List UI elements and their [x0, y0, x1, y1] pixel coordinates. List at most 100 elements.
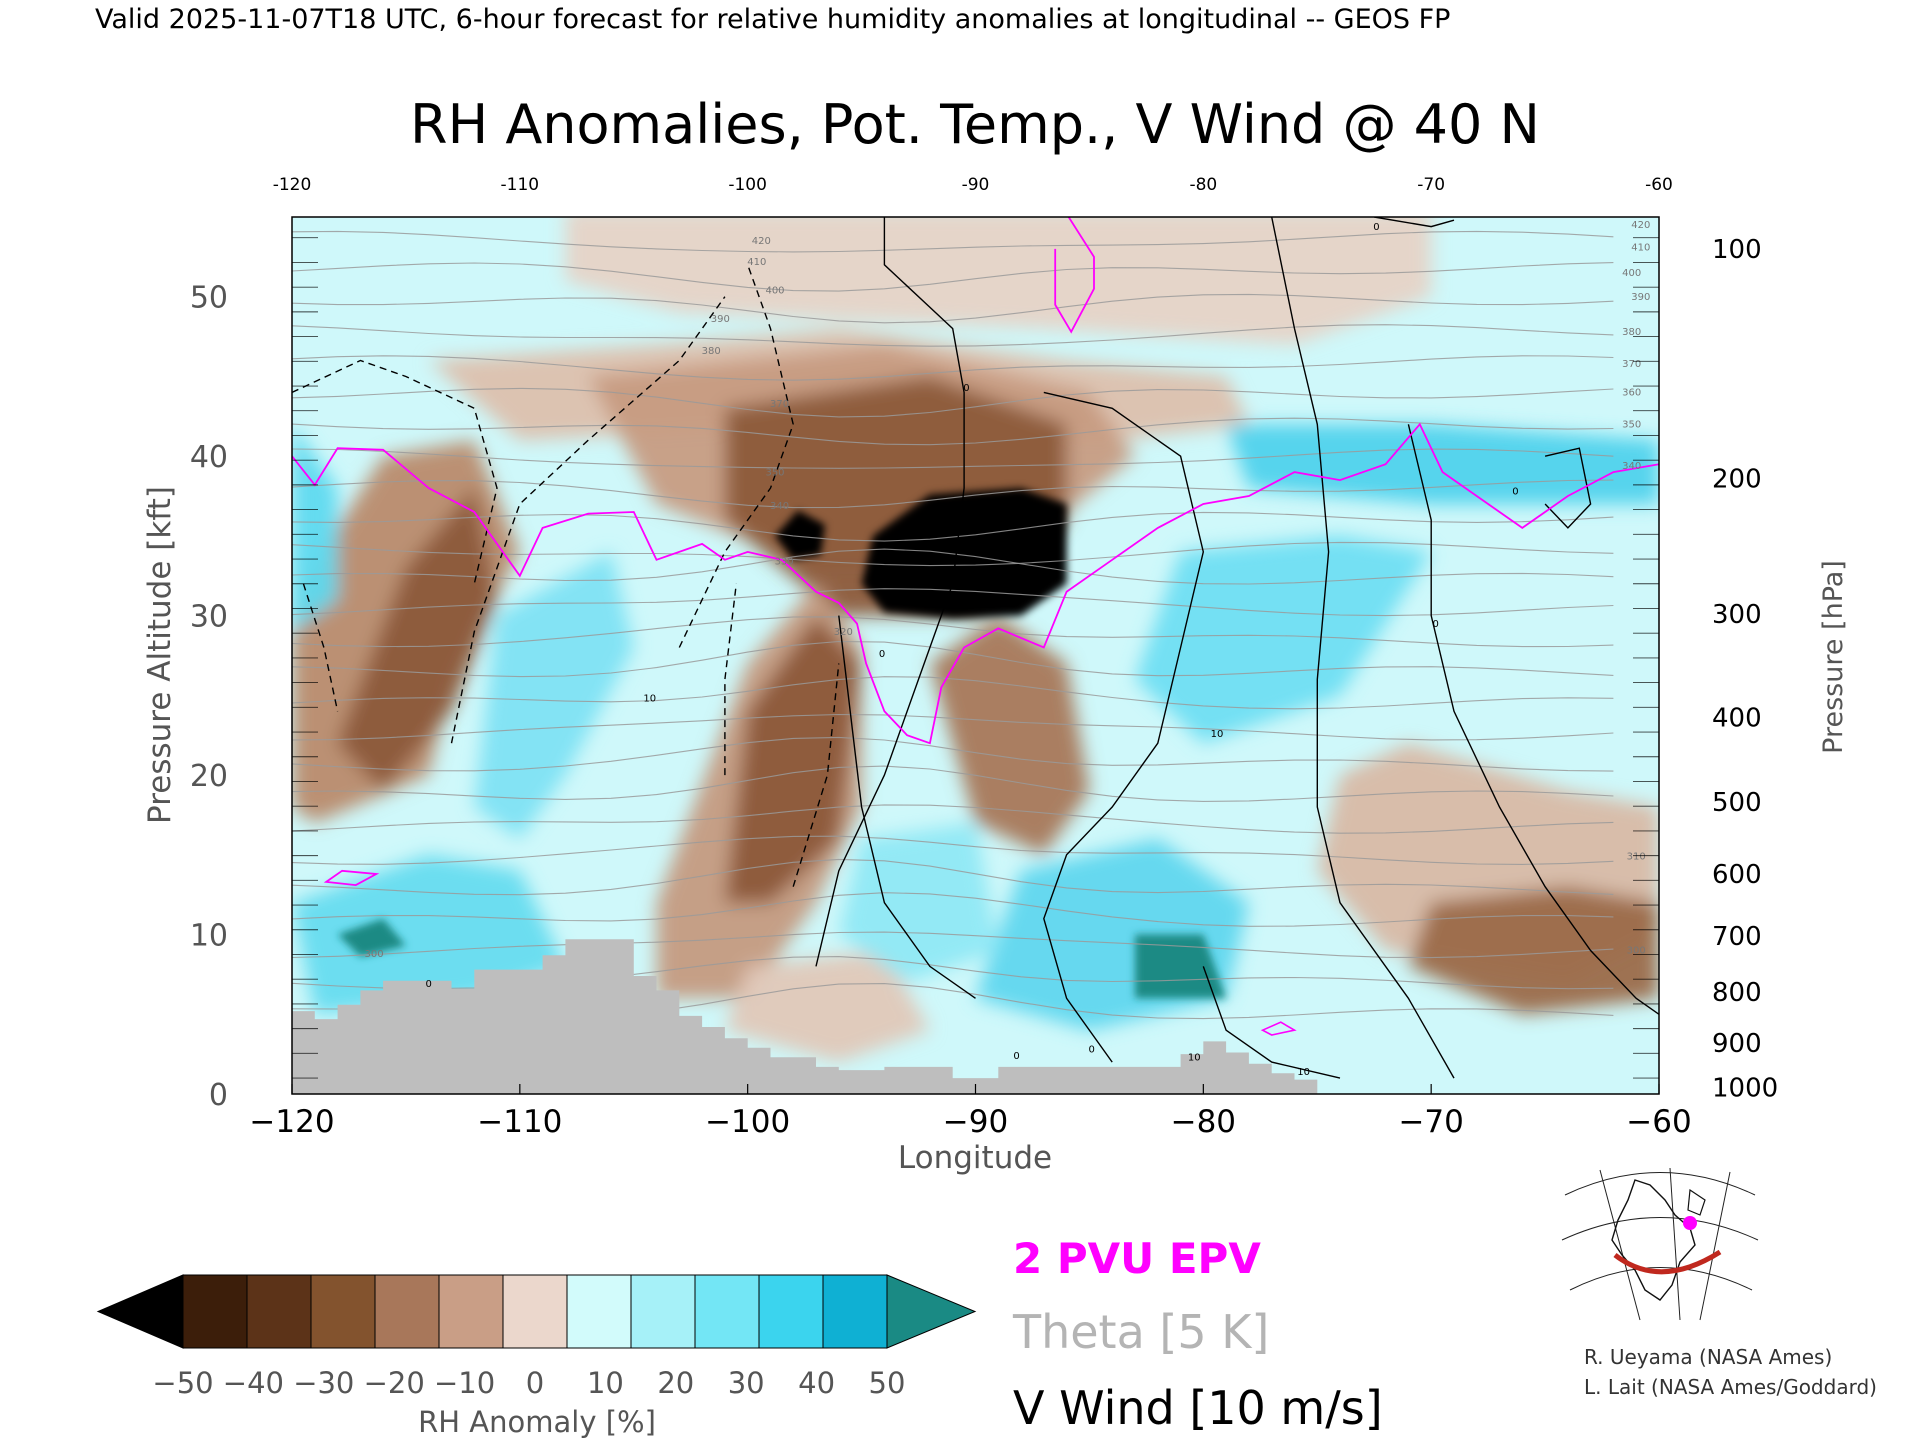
wind-label-11: 0 [1089, 1045, 1095, 1056]
x-axis-label: Longitude [898, 1140, 1052, 1176]
y-tick-label: 30 [190, 600, 228, 635]
wind-label-1: 0 [963, 383, 969, 394]
theta-label-12: 390 [711, 314, 730, 325]
rh-region-11 [724, 950, 930, 1063]
y-tick-label: 40 [190, 440, 228, 475]
wind-label-9: 10 [1188, 1053, 1201, 1064]
theta-contour-5 [292, 835, 1614, 865]
theta-label-8: 340 [1622, 461, 1641, 472]
theta-contour-21 [292, 355, 1614, 381]
colorbar-tick-label: 10 [587, 1366, 624, 1400]
rh-region-13 [1226, 424, 1659, 504]
v-wind-contour-4 [1544, 447, 1592, 529]
epv-contour-east [1260, 1021, 1297, 1036]
v-wind-contour-9 [292, 359, 498, 584]
y-tick-label: 20 [190, 759, 228, 794]
rh-region-18 [838, 822, 999, 983]
wind-label-6: 10 [279, 614, 292, 625]
theta-label-10: 410 [747, 257, 766, 268]
rh-anomaly-field [292, 217, 1659, 1063]
theta-label-20: 300 [1627, 946, 1646, 957]
pressure-tick-label: 600 [1712, 860, 1762, 890]
y-axis-right: 100 200 300 400 500 600 700 800 900 1000 [1712, 235, 1778, 1104]
theta-contour-11 [292, 640, 1614, 678]
v-wind-contours [292, 217, 1659, 1079]
colorbar-tick-label: −40 [223, 1366, 284, 1400]
theta-contour-8 [292, 736, 1614, 772]
rh-region-7 [724, 615, 862, 903]
x-tick-label: −60 [1626, 1104, 1691, 1140]
theta-contour-23 [292, 293, 1614, 324]
legend-theta: Theta [5 K] [1012, 1305, 1269, 1359]
rh-region-12 [292, 424, 338, 632]
colorbar-swatch [182, 1274, 248, 1349]
theta-contour-24 [292, 262, 1614, 292]
y-axis-left: 0 10 20 30 40 50 [190, 281, 228, 1113]
pressure-tick-label: 100 [1712, 235, 1762, 265]
v-wind-contour-2 [1271, 217, 1455, 1079]
theta-label-11: 400 [765, 286, 784, 297]
epv-2pvu-contour [292, 217, 1659, 1036]
theta-contour-18 [292, 448, 1614, 469]
valid-header: Valid 2025-11-07T18 UTC, 6-hour forecast… [95, 4, 1450, 35]
plot-area: 420 410 400 390 380 370 360 350 340 420 410 400 390 3… [279, 216, 1660, 1095]
colorbar-tick-label: −20 [364, 1366, 425, 1400]
legend-epv: 2 PVU EPV [1013, 1234, 1261, 1283]
colorbar-swatch [502, 1274, 568, 1349]
theta-label-14: 370 [770, 399, 789, 410]
terrain-mask [292, 939, 1659, 1094]
wind-label-2: 0 [959, 536, 965, 547]
rh-region-15 [474, 551, 634, 839]
pressure-tick-label: 700 [1712, 922, 1762, 952]
colorbar: −50 −40 −30 −20 −10 0 10 20 30 40 50 [96, 1274, 977, 1400]
theta-contour-7 [292, 765, 1614, 802]
rh-region-5 [337, 488, 497, 791]
x-top-tick-label: -60 [1645, 175, 1673, 195]
colorbar-swatch [566, 1274, 632, 1349]
theta-label-7: 350 [1622, 419, 1641, 430]
colorbar-tick-label: 0 [526, 1366, 544, 1400]
theta-contour-9 [292, 713, 1614, 741]
colorbar-swatch [630, 1274, 696, 1349]
wind-label-10: 10 [1297, 1067, 1310, 1078]
wind-label-13: 0 [426, 979, 432, 990]
credit-lait: L. Lait (NASA Ames/Goddard) [1584, 1375, 1877, 1399]
pressure-tick-label: 1000 [1712, 1074, 1778, 1104]
y-tick-label: 0 [209, 1078, 228, 1113]
v-wind-contour-6 [838, 615, 976, 999]
y-tick-label: 50 [190, 281, 228, 316]
theta-contour-17 [292, 479, 1614, 509]
theta-contour-3 [292, 892, 1614, 927]
credit-ueyama: R. Ueyama (NASA Ames) [1584, 1345, 1832, 1369]
theta-contour-16 [292, 511, 1614, 542]
x-tick-label: −70 [1398, 1104, 1463, 1140]
contour-labels: 420 410 400 390 380 370 360 350 340 420 410 400 390 3… [279, 220, 1650, 1078]
theta-contour-13 [292, 588, 1614, 617]
colorbar-tick-label: −30 [293, 1366, 354, 1400]
theta-contour-10 [292, 676, 1614, 710]
theta-contour-12 [292, 616, 1614, 648]
rh-maximum-west [337, 918, 406, 957]
theta-label-6: 360 [1622, 388, 1641, 399]
theta-contours [292, 230, 1614, 1020]
colorbar-swatch [246, 1274, 312, 1349]
theta-contour-20 [292, 387, 1614, 418]
pressure-tick-label: 900 [1712, 1029, 1762, 1059]
wind-label-7: 10 [643, 694, 656, 705]
theta-contour-6 [292, 804, 1614, 834]
epv-contour-main [292, 422, 1659, 745]
colorbar-swatch [374, 1274, 440, 1349]
theta-contour-4 [292, 858, 1614, 896]
x-tick-label: −120 [249, 1104, 334, 1140]
theta-contour-25 [292, 230, 1614, 253]
colorbar-swatch [694, 1274, 760, 1349]
pressure-tick-label: 400 [1712, 704, 1762, 734]
v-wind-contour-5 [1374, 217, 1455, 228]
x-top-tick-label: -110 [501, 175, 540, 195]
colorbar-tick-label: 20 [657, 1366, 694, 1400]
theta-label-0: 420 [1631, 220, 1650, 231]
colorbar-tick-label: 40 [798, 1366, 835, 1400]
legend: 2 PVU EPV Theta [5 K] V Wind [10 m/s] [1012, 1234, 1383, 1435]
x-top-tick-label: -120 [273, 175, 312, 195]
wind-label-4: 0 [1433, 619, 1439, 630]
